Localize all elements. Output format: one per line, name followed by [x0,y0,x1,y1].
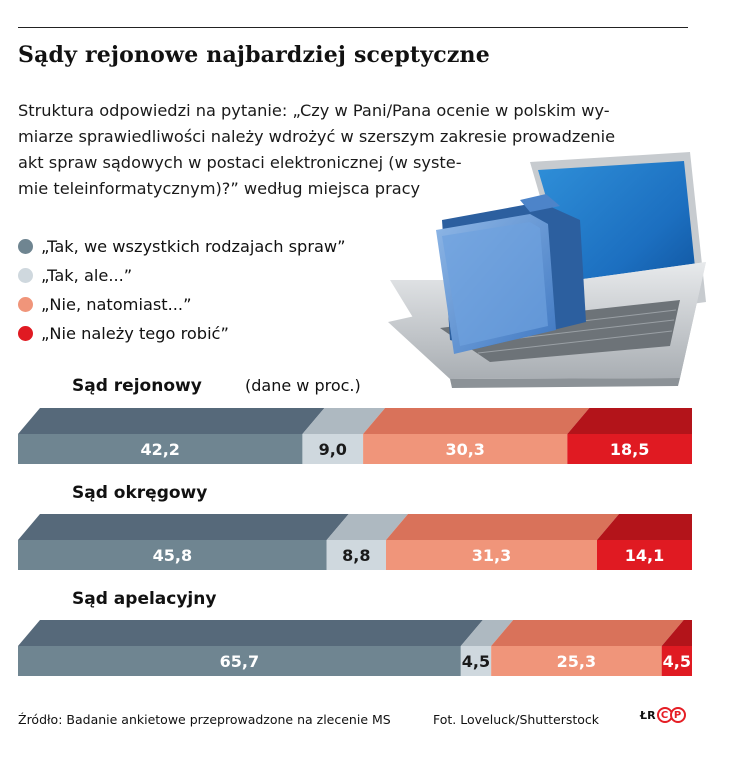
legend: „Tak, we wszystkich rodzajach spraw” „Ta… [18,232,346,348]
legend-item: „Nie należy tego robić” [18,319,346,348]
chart-subtitle: Struktura odpowiedzi na pytanie: „Czy w … [18,98,615,202]
bar-segment-top [567,408,692,434]
bar-segment-top [661,620,692,646]
unit-note: (dane w proc.) [245,376,361,395]
legend-label: „Tak, ale...” [41,266,133,285]
source-note: Źródło: Badanie ankietowe przeprowadzone… [18,712,391,727]
bar-value-label: 14,1 [625,546,664,565]
legend-swatch-icon [18,239,33,254]
legend-label: „Tak, we wszystkich rodzajach spraw” [41,237,346,256]
subtitle-line: mie teleinformatycznym)?” według miejsca… [18,179,421,198]
subtitle-line: miarze sprawiedliwości należy wdrożyć w … [18,127,616,146]
bar-segment-top [18,620,483,646]
bar-value-label: 4,5 [462,652,490,671]
subtitle-line: Struktura odpowiedzi na pytanie: „Czy w … [18,101,610,120]
bar-perspective-face [18,514,692,540]
panel-title-apelacyjny: Sąd apelacyjny [72,589,217,609]
bar-segment [596,540,692,570]
bar-value-label: 25,3 [557,652,596,671]
bar-segment [386,540,597,570]
bar-segment [363,434,568,464]
bar-segment [491,646,662,676]
bar-segment [18,540,327,570]
legend-label: „Nie należy tego robić” [41,324,229,343]
bar-segment-top [363,408,590,434]
bar-value-label: 31,3 [472,546,511,565]
legend-item: „Nie, natomiast...” [18,290,346,319]
bar-segment-top [491,620,684,646]
legend-item: „Tak, we wszystkich rodzajach spraw” [18,232,346,261]
bar-segment [460,646,492,676]
subtitle-line: akt spraw sądowych w postaci elektronicz… [18,153,462,172]
bar-segment [18,434,303,464]
bar-value-label: 65,7 [220,652,259,671]
bar-value-label: 45,8 [153,546,192,565]
stacked-bar-okregowy: 45,8 8,8 31,3 14,1 [18,514,692,570]
legend-swatch-icon [18,268,33,283]
bar-segment [18,646,461,676]
bar-value-label: 18,5 [610,440,649,459]
bar-value-label: 8,8 [342,546,370,565]
bar-value-label: 42,2 [140,440,179,459]
panel-title-rejonowy: Sąd rejonowy [72,376,202,396]
panel-title-okregowy: Sąd okręgowy [72,483,208,503]
top-rule [18,27,688,28]
bar-segment [302,434,364,464]
legend-swatch-icon [18,297,33,312]
badge-p-icon: P [669,707,686,723]
legend-swatch-icon [18,326,33,341]
bar-perspective-face [18,620,692,646]
badge-initials: ŁR [640,708,656,722]
bar-segment [661,646,692,676]
stacked-bar-rejonowy: 42,2 9,0 30,3 18,5 [18,408,692,464]
bar-segment-top [326,514,408,540]
bar-segment [326,540,386,570]
legend-label: „Nie, natomiast...” [41,295,192,314]
bar-perspective-face [18,408,692,434]
bar-segment-top [302,408,386,434]
bar-value-label: 30,3 [445,440,484,459]
publisher-badge: ŁR C P [640,707,686,723]
laptop-folder-illustration [388,152,706,388]
bar-value-label: 4,5 [663,652,691,671]
bar-segment-top [18,514,349,540]
legend-item: „Tak, ale...” [18,261,346,290]
chart-title: Sądy rejonowe najbardziej sceptyczne [18,42,490,68]
bar-segment-top [460,620,514,646]
bar-value-label: 9,0 [319,440,347,459]
bar-segment [567,434,692,464]
stacked-bar-apelacyjny: 65,7 4,5 25,3 4,5 [18,620,692,676]
bar-segment-top [18,408,325,434]
bar-segment-top [596,514,692,540]
bar-segment-top [386,514,619,540]
photo-credit: Fot. Loveluck/Shutterstock [433,712,600,727]
